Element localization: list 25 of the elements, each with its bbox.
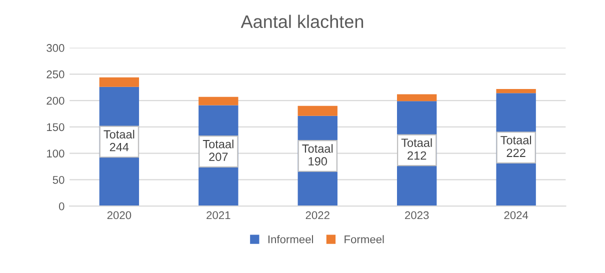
y-tick-label: 100 [47, 150, 64, 158]
y-tick-label: 50 [52, 176, 64, 184]
total-label: Totaal 190 [302, 144, 333, 166]
bar [496, 88, 536, 94]
x-tick-label: 2020 [107, 211, 132, 220]
total-label: Totaal 212 [401, 138, 432, 160]
y-tick-label: 150 [47, 123, 64, 132]
x-tick-label: 2022 [306, 211, 330, 220]
y-tick-label: 250 [46, 70, 64, 78]
bar [397, 94, 437, 102]
y-tick-label: 200 [46, 96, 64, 105]
legend-label: Informeel [268, 235, 313, 244]
x-tick-label: 2023 [405, 211, 429, 220]
total-label: Totaal 244 [104, 130, 134, 152]
y-tick-label: 0 [58, 202, 64, 210]
x-tick-label: 2021 [206, 211, 230, 220]
x-tick-label: 2024 [504, 211, 528, 220]
y-tick-label: 300 [46, 44, 64, 52]
total-label: Totaal 222 [500, 136, 532, 157]
bar [99, 77, 140, 87]
bar [298, 106, 338, 116]
bar [198, 96, 238, 106]
total-label: Totaal 207 [202, 140, 234, 162]
chart-title: Aantal klachten [240, 14, 364, 28]
legend-label: Formeel [344, 235, 384, 244]
